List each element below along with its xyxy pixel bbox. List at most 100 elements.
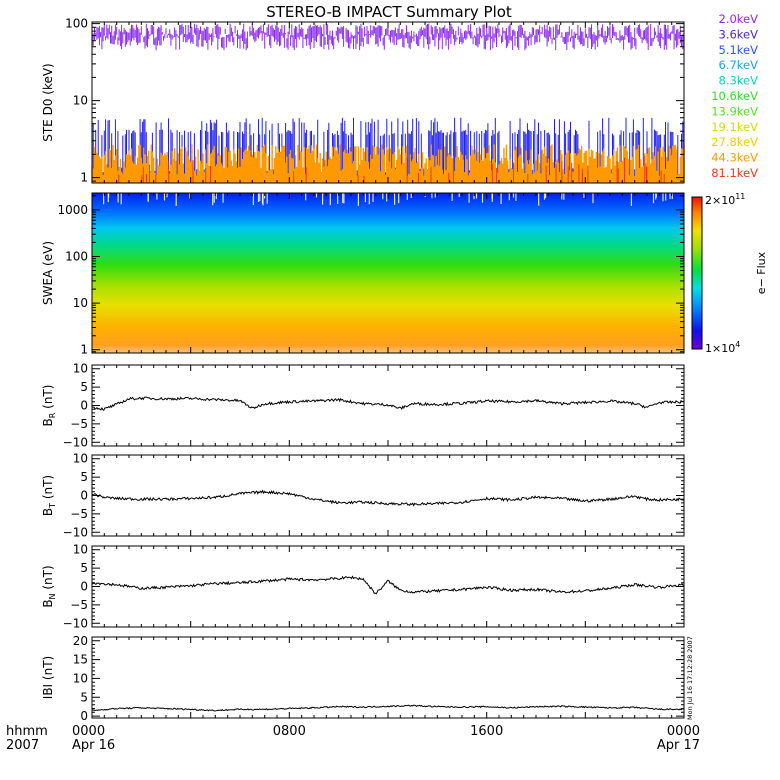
spectrogram-gap: [652, 193, 655, 204]
x-ticks: [91, 546, 685, 627]
x-ticks: [91, 637, 685, 718]
y-tick-label: 0: [80, 580, 88, 594]
y-axis-label: STE D0 (keV): [41, 63, 55, 142]
timestamp: Mon Jul 16 17:12:28 2007: [686, 636, 694, 720]
panel-bn: 10 5 0 −5 −10 BN (nT): [41, 543, 685, 630]
spectrogram-gap: [212, 193, 214, 206]
spectrogram-gap: [213, 193, 215, 203]
spectrogram-gap: [561, 193, 563, 200]
y-tick-label: −5: [70, 507, 88, 521]
y-tick-label: 100: [65, 250, 88, 264]
y-tick-label: 1000: [57, 203, 88, 217]
spectrogram-gap: [382, 193, 384, 200]
x-ticks: [91, 455, 685, 536]
panel-br: 10 5 0 −5 −10 BR (nT): [41, 362, 685, 449]
y-tick-label: 1: [80, 343, 88, 357]
legend-label: 10.6keV: [711, 89, 758, 103]
spectrogram-gap: [372, 193, 374, 202]
y-tick-label: −10: [63, 435, 88, 449]
spectrogram-gap: [410, 193, 412, 198]
panel-frame: [91, 545, 685, 628]
panel-bt: 10 5 0 −5 −10 BT (nT): [41, 452, 685, 539]
spectrogram-gap: [364, 193, 366, 203]
panel-bmag: 20 15 10 5 0 IBI (nT): [41, 634, 685, 723]
y-tick-label: 10: [73, 452, 88, 466]
spectrogram-gap: [329, 193, 331, 206]
y-tick-label: −5: [70, 417, 88, 431]
y-tick-label: −5: [70, 598, 88, 612]
y-ticks: [92, 364, 684, 447]
y-tick-label: 5: [80, 690, 88, 704]
y-axis-label: SWEA (eV): [41, 241, 55, 305]
spectrogram-gap: [156, 193, 158, 200]
spectrogram-gap: [543, 193, 546, 200]
spectrogram-gap: [491, 193, 493, 202]
spectrogram-gap: [512, 193, 515, 198]
spectrogram-gap: [473, 193, 475, 200]
ste-series-red: [118, 155, 665, 183]
legend-label: 6.7keV: [719, 58, 759, 72]
spectrogram-gap: [215, 193, 217, 200]
spectrogram-gap: [434, 193, 436, 198]
y-tick-label: 100: [65, 17, 88, 31]
colorbar-max-label: 2×1011: [705, 192, 745, 207]
y-axis-label: BN (nT): [41, 565, 57, 607]
flux-colorbar: [691, 196, 703, 350]
legend-label: 5.1keV: [719, 43, 759, 57]
spectrogram-gap: [563, 193, 565, 200]
y-tick-label: 5: [80, 561, 88, 575]
spectrogram-gap: [669, 193, 671, 200]
colorbar-min-label: 1×104: [705, 340, 740, 355]
spectrogram-gap: [259, 193, 261, 202]
spectrogram-gap: [120, 193, 122, 205]
y-tick-label: −10: [63, 616, 88, 630]
spectrogram-gap: [671, 193, 673, 199]
y-ticks: [92, 545, 684, 628]
y-tick-label: 20: [73, 634, 88, 648]
y-tick-label: 10: [73, 94, 88, 108]
spectrogram-gap: [583, 193, 585, 198]
spectrogram-gap: [163, 193, 166, 201]
spectrogram-gap: [103, 193, 105, 205]
spectrogram-gap: [655, 193, 657, 200]
x-ticks: [91, 22, 685, 183]
series-line-br: [91, 396, 685, 411]
y-axis-label: BT (nT): [41, 475, 57, 516]
spectrogram-gap: [431, 193, 433, 199]
spectrogram-gap: [337, 193, 339, 204]
spectrogram-gap: [266, 193, 268, 204]
y-tick-label: 15: [73, 653, 88, 667]
spectrogram-gap: [257, 193, 260, 202]
legend-label: 27.8keV: [711, 135, 758, 149]
time-tick-date: Apr 17: [657, 738, 700, 753]
spectrogram-gap: [545, 193, 547, 199]
y-tick-label: −10: [63, 525, 88, 539]
legend-label: 44.3keV: [711, 151, 758, 165]
y-tick-label: 10: [73, 296, 88, 310]
y-tick-label: 10: [73, 362, 88, 376]
spectrogram-gap: [175, 193, 177, 206]
y-ticks: [92, 636, 684, 717]
time-tick-label: 0800: [273, 724, 306, 739]
legend-label: 81.1keV: [711, 166, 758, 180]
spectrogram-gap: [655, 193, 657, 198]
time-axis-year: 2007: [6, 738, 39, 753]
spectrogram-gap: [252, 193, 254, 205]
time-tick-date: Apr 16: [72, 738, 115, 753]
spectrogram-gap: [315, 193, 318, 198]
x-ticks: [91, 365, 685, 446]
spectrogram-gap: [630, 193, 632, 206]
y-axis-label: BR (nT): [41, 385, 57, 427]
y-ticks: [92, 454, 684, 537]
spectrogram-gap: [117, 193, 119, 203]
spectrogram-gap: [322, 193, 324, 205]
spectrogram-gap: [475, 193, 478, 199]
legend-label: 13.9keV: [711, 104, 758, 118]
legend-label: 19.1keV: [711, 120, 758, 134]
spectrogram-gap: [394, 193, 396, 205]
series-line-bmag: [91, 704, 685, 712]
